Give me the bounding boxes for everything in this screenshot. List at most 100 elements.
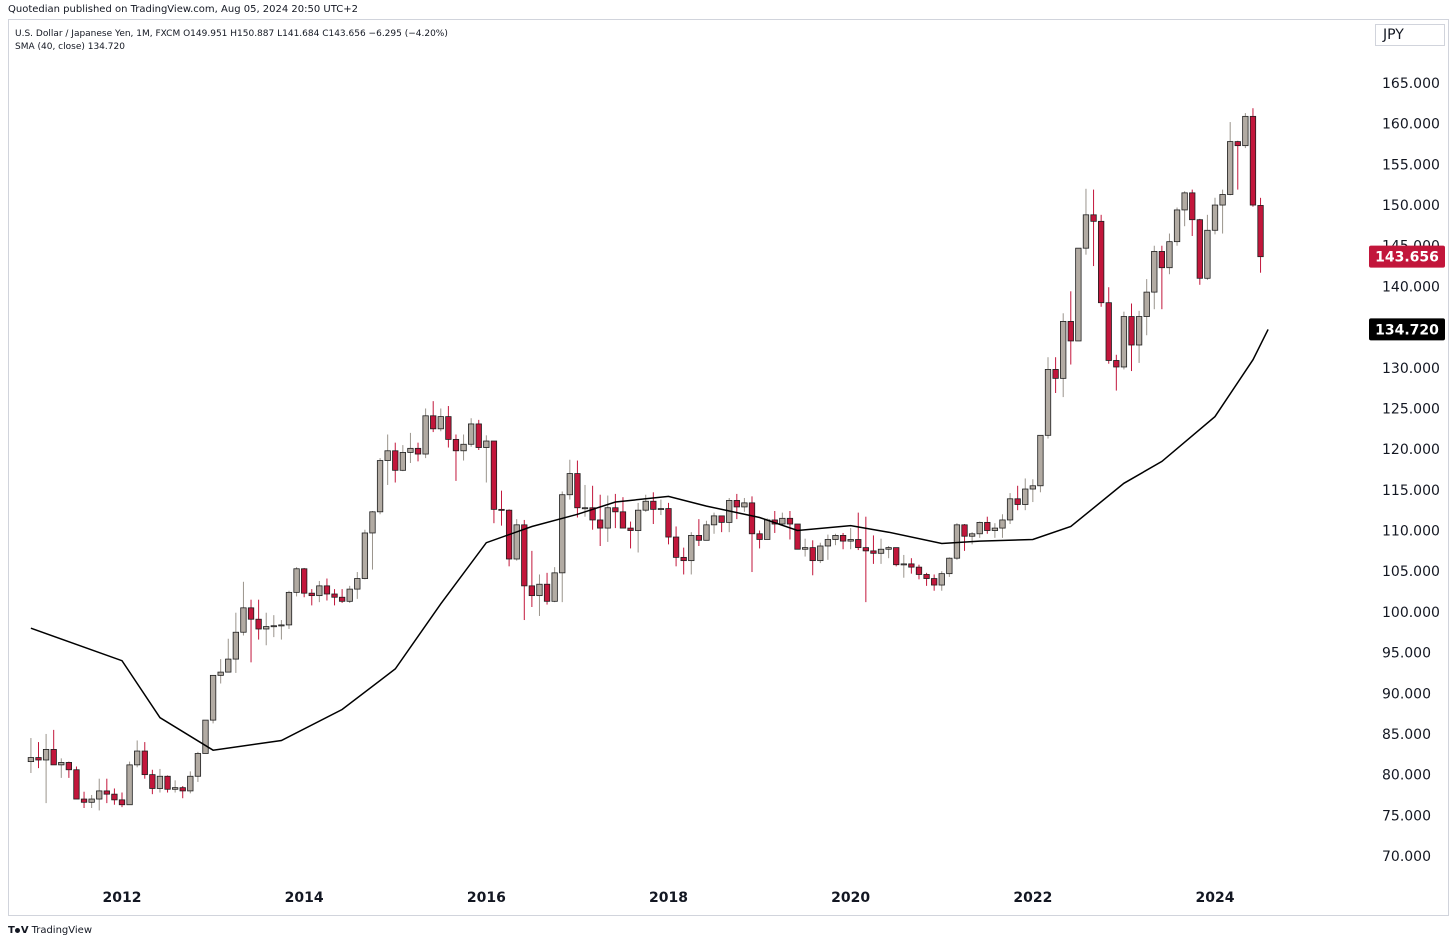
candle bbox=[278, 620, 285, 640]
candle bbox=[240, 581, 247, 636]
candle bbox=[893, 547, 900, 567]
candle bbox=[422, 408, 429, 459]
candle bbox=[521, 519, 528, 621]
x-tick-label: 2024 bbox=[1196, 890, 1235, 906]
candle bbox=[847, 528, 854, 550]
sma-value-tag-label: 134.720 bbox=[1375, 322, 1439, 338]
candle-body bbox=[1242, 115, 1249, 147]
candle-body bbox=[1022, 488, 1029, 505]
candle-body bbox=[968, 533, 976, 537]
candle-body bbox=[672, 536, 680, 558]
candle bbox=[217, 659, 224, 684]
candle-body bbox=[1052, 369, 1059, 379]
candle bbox=[984, 516, 991, 534]
candle-body bbox=[786, 517, 794, 525]
candle-body bbox=[733, 500, 740, 508]
y-tick-label: 105.000 bbox=[1382, 564, 1440, 580]
candle bbox=[331, 589, 338, 606]
candle bbox=[536, 574, 543, 616]
y-tick-label: 100.000 bbox=[1382, 605, 1440, 621]
candle-body bbox=[422, 415, 429, 455]
candle-body bbox=[893, 547, 900, 566]
y-tick-label: 150.000 bbox=[1382, 198, 1440, 214]
candle-body bbox=[171, 787, 179, 790]
candle bbox=[839, 532, 847, 550]
candle bbox=[1067, 291, 1074, 365]
candle bbox=[96, 778, 103, 811]
candle-body bbox=[528, 585, 536, 597]
candle-body bbox=[414, 447, 422, 455]
legend-symbol-ohlc: U.S. Dollar / Japanese Yen, 1M, FXCM O14… bbox=[15, 29, 448, 39]
candle bbox=[650, 492, 657, 525]
candle-body bbox=[278, 624, 285, 627]
candle bbox=[1151, 245, 1158, 310]
candle bbox=[1075, 247, 1082, 342]
candle bbox=[490, 440, 498, 524]
candle-body bbox=[665, 508, 672, 538]
candle bbox=[437, 408, 444, 432]
candle bbox=[430, 401, 437, 433]
candle bbox=[672, 526, 680, 567]
candle-body bbox=[1196, 219, 1203, 279]
candle bbox=[1060, 313, 1067, 398]
candle bbox=[80, 791, 88, 808]
candle-body bbox=[483, 440, 490, 448]
candle-body bbox=[1120, 316, 1128, 368]
y-tick-label: 90.000 bbox=[1382, 686, 1431, 702]
candle bbox=[179, 786, 186, 799]
candle-body bbox=[73, 769, 80, 800]
y-tick-label: 130.000 bbox=[1382, 361, 1440, 377]
y-tick-label: 160.000 bbox=[1382, 117, 1440, 133]
candle-body bbox=[885, 547, 892, 550]
candle bbox=[505, 509, 513, 567]
candle bbox=[1189, 189, 1196, 236]
candle bbox=[255, 599, 262, 640]
candle bbox=[991, 523, 999, 538]
candle-body bbox=[263, 626, 270, 630]
candle bbox=[1098, 214, 1105, 307]
candle-body bbox=[642, 500, 649, 511]
candle-body bbox=[566, 473, 573, 496]
candle-body bbox=[42, 749, 50, 761]
candle-body bbox=[346, 588, 353, 602]
candle bbox=[915, 564, 923, 580]
candle bbox=[885, 545, 892, 559]
candle bbox=[589, 485, 596, 530]
candle bbox=[35, 742, 42, 769]
candle bbox=[468, 418, 475, 447]
candle-body bbox=[513, 524, 520, 560]
candle-body bbox=[612, 507, 619, 513]
candle-body bbox=[1113, 360, 1120, 368]
candle bbox=[931, 574, 938, 591]
candle bbox=[308, 589, 315, 606]
candle bbox=[1006, 493, 1014, 525]
candle-body bbox=[953, 524, 961, 559]
price-tags: 143.656 134.720 bbox=[1369, 245, 1445, 341]
y-tick-label: 75.000 bbox=[1382, 808, 1431, 824]
candle-body bbox=[293, 568, 300, 593]
x-tick-label: 2018 bbox=[649, 890, 688, 906]
candle bbox=[665, 502, 672, 545]
candle bbox=[1227, 122, 1234, 196]
candle-body bbox=[164, 775, 171, 790]
candle bbox=[1135, 310, 1143, 363]
candle bbox=[801, 538, 809, 557]
candle-body bbox=[597, 519, 604, 529]
candle bbox=[202, 719, 209, 754]
candle bbox=[285, 590, 293, 629]
candle-body bbox=[946, 557, 953, 575]
candle bbox=[27, 738, 35, 774]
candle bbox=[976, 521, 983, 538]
candle bbox=[1234, 140, 1241, 190]
candle bbox=[688, 532, 695, 575]
candle-body bbox=[209, 674, 217, 721]
candle-body bbox=[1173, 209, 1181, 243]
candle-body bbox=[604, 507, 611, 529]
candle bbox=[543, 572, 551, 605]
currency-button[interactable]: JPY bbox=[1375, 24, 1445, 46]
candle-body bbox=[1006, 498, 1014, 521]
candle-body bbox=[323, 585, 331, 595]
candle bbox=[452, 434, 460, 481]
candle bbox=[748, 496, 756, 573]
